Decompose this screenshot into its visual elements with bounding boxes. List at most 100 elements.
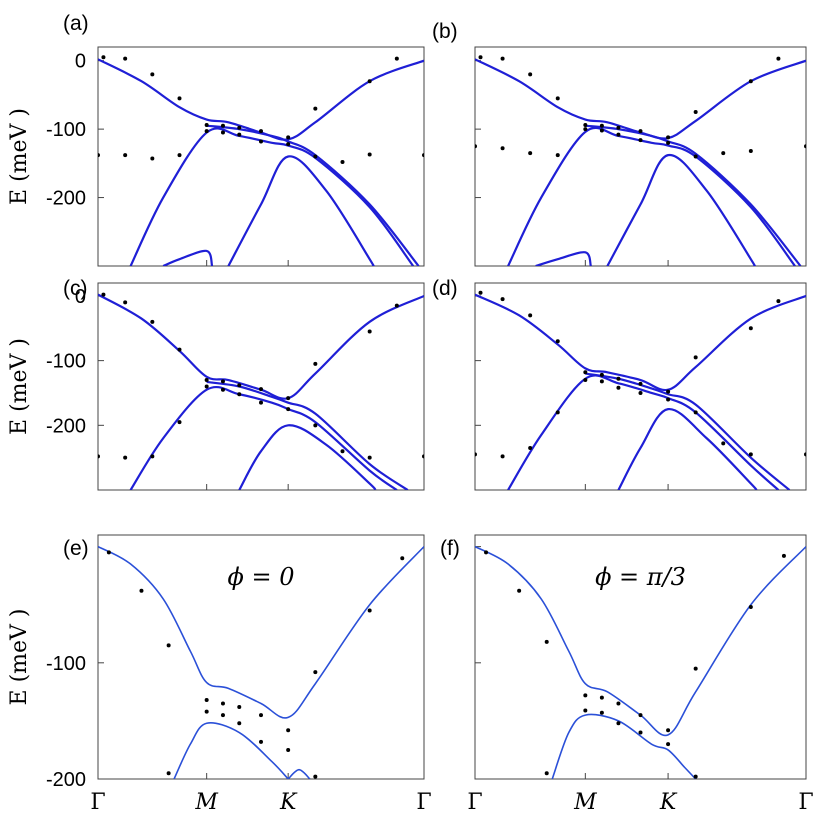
data-point [177,153,182,158]
data-point [804,452,806,457]
data-point [313,774,318,779]
data-point [286,407,291,412]
data-point [484,550,489,555]
data-point [340,449,345,454]
data-point [286,135,291,140]
data-point [500,297,505,302]
plot-area [98,55,424,266]
data-point [776,56,781,61]
data-point [721,151,726,156]
band-line [98,58,424,141]
data-point [693,154,698,159]
data-point [666,397,671,402]
data-point [237,383,242,388]
data-point [101,55,106,60]
data-point [544,771,549,776]
data-point [638,138,643,143]
data-point [693,355,698,360]
data-point [616,376,621,381]
panel-label: (c) [63,277,88,300]
data-point [422,153,424,158]
data-point [528,72,533,77]
y-tick-label: -200 [46,415,86,437]
data-point [638,129,643,134]
data-point [500,454,505,459]
band-line [475,545,806,737]
data-point [666,728,671,733]
panel-d: (d) [432,277,807,491]
data-point [98,454,100,459]
data-point [367,608,372,613]
x-tick-label: M [194,790,218,815]
panel-b: (b) [432,20,807,267]
plot-area [98,545,424,779]
band-line [287,768,311,779]
data-point [748,326,753,331]
data-point [394,303,399,308]
x-tick-label: Γ [467,790,482,815]
band-line [173,722,289,779]
data-point [313,361,318,366]
y-tick-label: -100 [46,119,86,141]
data-point [150,454,155,459]
data-point [517,588,522,593]
y-tick-label: -200 [46,188,86,210]
band-line [129,127,415,266]
band-line [617,408,758,490]
data-point [286,728,291,733]
data-point [616,132,621,137]
data-point [150,156,155,161]
data-point [666,742,671,747]
data-point [748,149,753,154]
data-point [313,154,318,159]
plot-area [475,545,806,779]
panel-e: -100 -200 E (meV ) Γ M K Γ (e) ϕ = 0 [7,534,432,815]
panel-label: (f) [440,537,460,560]
data-point [150,319,155,324]
data-point [478,55,483,60]
plot-frame [97,534,425,780]
data-point [599,372,604,377]
data-point [781,553,786,558]
data-point [555,410,560,415]
data-point [313,670,318,675]
data-point [177,347,182,352]
data-point [583,127,588,132]
data-point [583,693,588,698]
data-point [259,129,263,134]
data-point [599,123,604,128]
data-point [583,708,588,713]
band-line [507,374,780,490]
plot-area [98,292,424,490]
data-point [313,106,318,111]
data-point [748,79,753,84]
band-line [606,154,757,266]
data-point [106,550,111,555]
band-line [535,251,592,266]
data-point [340,159,345,164]
data-point [544,639,549,644]
y-tick-label: -200 [46,769,86,791]
data-point [638,730,643,735]
data-point [313,423,318,428]
band-line [475,293,806,392]
x-tick-label: Γ [90,790,105,815]
x-tick-label: Γ [416,790,431,815]
data-point [666,389,671,394]
data-point [123,56,128,61]
data-point [528,445,533,450]
data-point [583,378,588,383]
plot-area [475,55,806,266]
plot-frame [97,282,425,491]
data-point [237,132,242,137]
plot-frame [474,282,807,491]
data-point [583,370,588,375]
data-point [220,123,225,128]
panel-a: 0 -100 -200 E (meV ) (a) [7,12,425,267]
y-tick-label: -100 [46,653,86,675]
band-line [98,293,424,400]
data-point [204,384,209,389]
x-tick-label: Γ [798,790,813,815]
data-point [204,129,209,134]
data-point [616,385,621,390]
